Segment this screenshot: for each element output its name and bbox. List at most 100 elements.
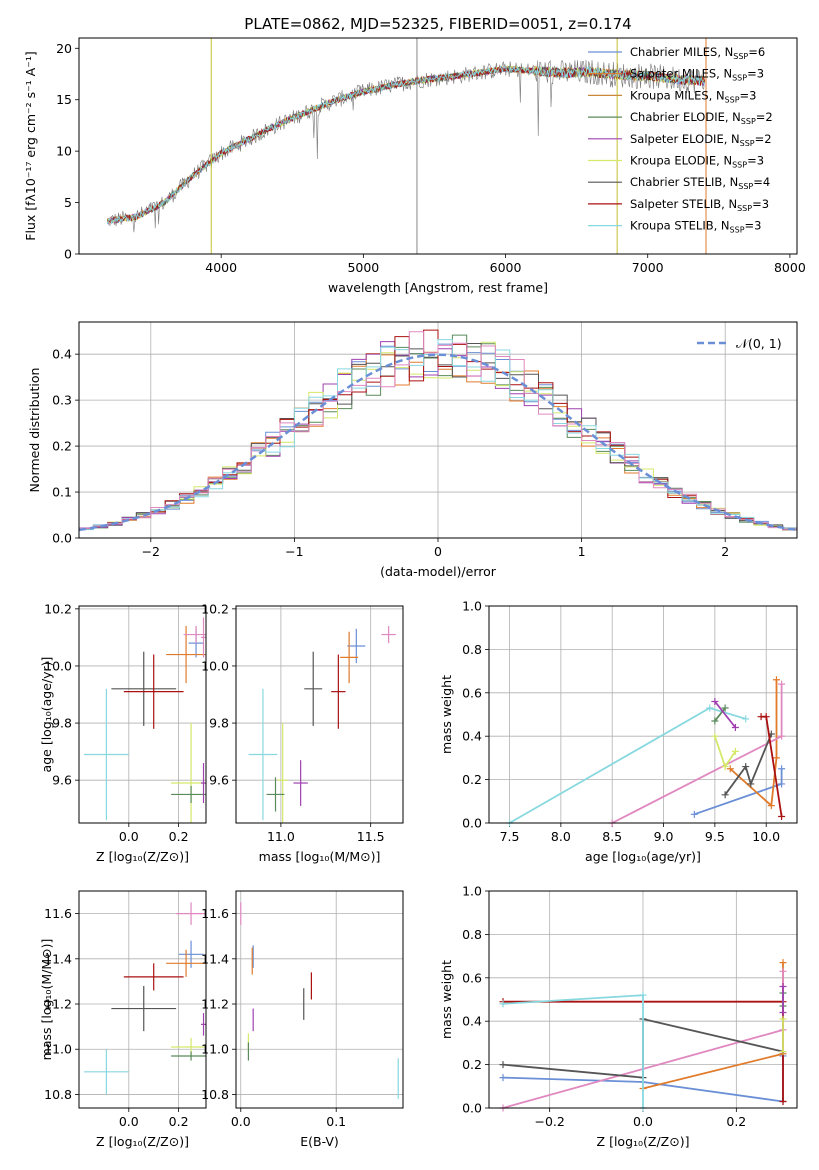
weight-marker — [721, 791, 729, 799]
data-point — [171, 1051, 206, 1061]
x-axis-label: Z [log₁₀(Z/Z⊙)] — [96, 1134, 189, 1149]
x-tick-label: −1 — [285, 544, 303, 559]
error-bars — [83, 617, 206, 823]
plot-frame — [488, 890, 798, 1109]
x-tick-label: 4000 — [205, 260, 237, 275]
y-tick-label: 0.6 — [462, 970, 482, 985]
y-tick-label: 9.6 — [52, 773, 72, 788]
y-tick-label: 11.0 — [44, 1042, 72, 1057]
data-point — [201, 1013, 206, 1036]
x-tick-label: 0.0 — [119, 1114, 139, 1129]
legend-entry: Salpeter STELIB, NSSP=3 — [630, 197, 769, 213]
weight-marker — [779, 959, 787, 967]
spectrum-data — [107, 59, 705, 233]
y-tick-label: 0.2 — [462, 1057, 482, 1072]
weight-marker — [731, 724, 739, 732]
data-point — [304, 651, 323, 726]
weight-marker — [779, 1048, 787, 1056]
weight-marker — [721, 763, 729, 771]
x-tick-label: 7.5 — [500, 829, 520, 844]
weight-series-line — [642, 962, 784, 1090]
data-point — [201, 763, 206, 804]
x-tick-label: 6000 — [490, 260, 522, 275]
y-axis-label: mass weight — [439, 960, 454, 1039]
data-point — [266, 777, 285, 812]
x-tick-label: 5000 — [347, 260, 379, 275]
weight-marker — [778, 812, 786, 820]
y-tick-label: 0 — [64, 247, 72, 262]
x-tick-label: 0.0 — [231, 1114, 251, 1129]
y-tick-label: 0.0 — [52, 531, 72, 546]
x-tick-label: 0.0 — [633, 1114, 653, 1129]
plot-frame — [78, 605, 207, 824]
y-tick-label: 10.2 — [44, 601, 72, 616]
weight_vs_Z-panel: −0.2 0.0 0.2 0.0 0.2 0.4 0.6 0.8 1.0 Z [log₁₀(Z/Z… — [439, 884, 798, 1149]
y-tick-label: 0.8 — [462, 642, 482, 657]
plot-frame — [488, 605, 798, 824]
data-point — [166, 625, 206, 684]
weight-marker — [721, 704, 729, 712]
spectrum-model-line — [107, 66, 705, 223]
weight-marker — [772, 676, 780, 684]
x-tick-label: 11.5 — [357, 829, 385, 844]
x-tick-label: −2 — [142, 544, 160, 559]
x-tick-label: 2 — [721, 544, 729, 559]
x-tick-label: 10.0 — [752, 829, 780, 844]
y-tick-label: 1.0 — [462, 884, 482, 899]
data-point — [123, 654, 184, 729]
plot-frame — [78, 890, 207, 1109]
weight-lines — [506, 676, 786, 827]
residuals-panel: −2 −1 0 1 2 0.0 0.1 0.2 0.3 0.4 (data-model)/error… — [27, 321, 798, 579]
data-point — [123, 963, 184, 991]
x-tick-label: −0.2 — [534, 1114, 564, 1129]
data-point — [381, 625, 396, 644]
y-axis-label: mass weight — [439, 675, 454, 754]
y-tick-label: 0.2 — [462, 772, 482, 787]
weight-marker — [747, 780, 755, 788]
x-axis-label: E(B-V) — [300, 1134, 339, 1149]
spectrum-model-line — [107, 65, 705, 224]
x-axis-label: mass [log₁₀(M/M⊙)] — [259, 849, 381, 864]
spectrum-model-line — [107, 65, 705, 225]
data-point — [176, 902, 206, 925]
y-tick-label: 10 — [56, 144, 72, 159]
x-tick-label: 8.5 — [602, 829, 622, 844]
legend-entry: Chabrier ELODIE, NSSP=2 — [630, 110, 773, 126]
data-point — [183, 625, 206, 644]
y-tick-label: 11.4 — [201, 951, 229, 966]
y-tick-label: 0.1 — [52, 485, 72, 500]
y-tick-label: 9.8 — [52, 716, 72, 731]
spectrum-model-line — [107, 66, 705, 224]
weight-marker — [742, 715, 750, 723]
weight-marker — [779, 982, 787, 990]
data-point — [277, 723, 289, 823]
plot-frame — [235, 890, 404, 1109]
weight-series-line — [714, 700, 737, 729]
weight-marker — [778, 680, 786, 688]
weight-marker — [742, 763, 750, 771]
data-point — [293, 760, 308, 806]
y-tick-label: 0.0 — [462, 816, 482, 831]
x-tick-label: 0.2 — [726, 1114, 746, 1129]
y-tick-label: 20 — [56, 41, 72, 56]
weight-marker — [499, 1061, 507, 1069]
mass_vs_ebv-panel: 0.0 0.1 10.8 11.0 11.2 11.4 11.6 E(B-V) — [201, 890, 404, 1149]
histograms — [79, 329, 797, 533]
legend-entry: Chabrier STELIB, NSSP=4 — [630, 175, 770, 191]
legend-entry: Kroupa MILES, NSSP=3 — [630, 88, 756, 104]
x-tick-label: 1 — [578, 544, 586, 559]
y-tick-label: 10.8 — [201, 1087, 229, 1102]
data-point — [201, 617, 206, 658]
y-tick-label: 0.4 — [52, 347, 72, 362]
y-tick-label: 11.4 — [44, 951, 72, 966]
spectrum-model-line — [107, 65, 705, 224]
x-tick-label: 0 — [434, 544, 442, 559]
legend-entry: Chabrier MILES, NSSP=6 — [630, 45, 765, 61]
weight-marker — [778, 780, 786, 788]
figure-title: PLATE=0862, MJD=52325, FIBERID=0051, z=0… — [244, 15, 631, 33]
plot-frame — [235, 605, 404, 824]
y-tick-label: 0.2 — [52, 439, 72, 454]
data-point — [248, 688, 278, 821]
weight-marker — [778, 732, 786, 740]
